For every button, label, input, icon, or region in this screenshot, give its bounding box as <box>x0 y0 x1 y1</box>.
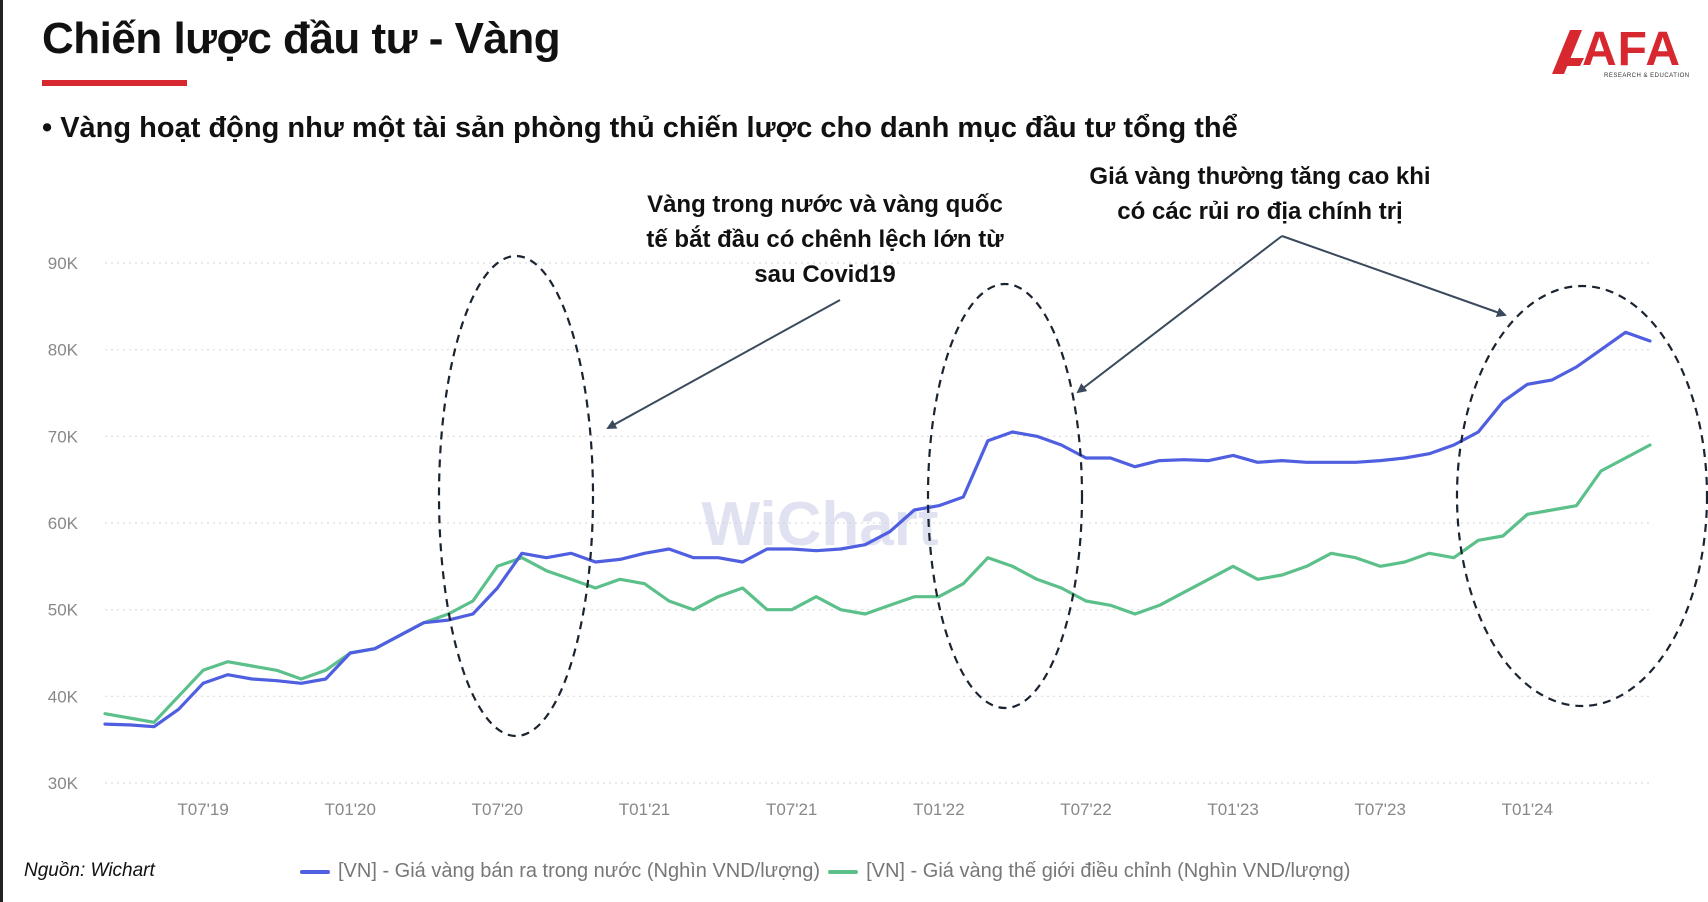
x-tick-label: T01'23 <box>1207 800 1258 819</box>
covid-highlight-ellipse <box>437 254 595 738</box>
source-note: Nguồn: Wichart <box>24 860 155 881</box>
afa-logo-icon <box>1552 30 1584 74</box>
series-line-world <box>103 443 1652 724</box>
x-tick-label: T07'20 <box>472 800 523 819</box>
legend-item-world[interactable]: [VN] - Giá vàng thế giới điều chỉnh (Ngh… <box>828 860 1350 883</box>
page-title: Chiến lược đầu tư - Vàng <box>42 14 561 63</box>
y-tick-label: 90K <box>48 254 79 273</box>
logo-text: AFA <box>1582 23 1681 76</box>
title-underline <box>42 80 187 86</box>
y-tick-label: 70K <box>48 427 79 446</box>
x-tick-label: T01'22 <box>913 800 964 819</box>
legend-swatch-domestic <box>300 869 330 874</box>
arrow-to-2024 <box>1281 235 1507 318</box>
arrow-to-2022 <box>1076 235 1283 394</box>
x-tick-label: T01'24 <box>1502 800 1553 819</box>
y-tick-label: 40K <box>48 687 79 706</box>
chart-legend: [VN] - Giá vàng bán ra trong nước (Nghìn… <box>300 860 1358 883</box>
annotation-covid: Vàng trong nước và vàng quốc tế bắt đầu … <box>646 191 1004 288</box>
y-tick-label: 30K <box>48 774 79 793</box>
x-tick-label: T07'19 <box>177 800 228 819</box>
y-tick-label: 50K <box>48 601 79 620</box>
y-tick-label: 80K <box>48 341 79 360</box>
legend-label-world: [VN] - Giá vàng thế giới điều chỉnh (Ngh… <box>866 860 1351 882</box>
wichart-watermark: WiChart <box>701 490 938 559</box>
x-tick-label: T07'22 <box>1060 800 1111 819</box>
x-tick-label: T07'23 <box>1355 800 1406 819</box>
bullet-text: • Vàng hoạt động như một tài sản phòng t… <box>42 112 1238 144</box>
left-border <box>0 0 3 902</box>
arrow-to-covid <box>606 299 841 429</box>
legend-label-domestic: [VN] - Giá vàng bán ra trong nước (Nghìn… <box>338 860 821 882</box>
x-tick-label: T01'21 <box>619 800 670 819</box>
x-tick-label: T07'21 <box>766 800 817 819</box>
logo-subtitle: RESEARCH & EDUCATION <box>1604 73 1690 79</box>
annotation-geopolitical: Giá vàng thường tăng cao khi có các rủi … <box>1089 163 1431 225</box>
x-tick-label: T01'20 <box>325 800 376 819</box>
y-tick-label: 60K <box>48 514 79 533</box>
legend-swatch-world <box>828 869 859 874</box>
series-line-domestic <box>103 330 1652 729</box>
legend-item-domestic[interactable]: [VN] - Giá vàng bán ra trong nước (Nghìn… <box>300 860 820 883</box>
2024-highlight-ellipse <box>1455 284 1708 708</box>
2022-highlight-ellipse <box>926 282 1084 710</box>
